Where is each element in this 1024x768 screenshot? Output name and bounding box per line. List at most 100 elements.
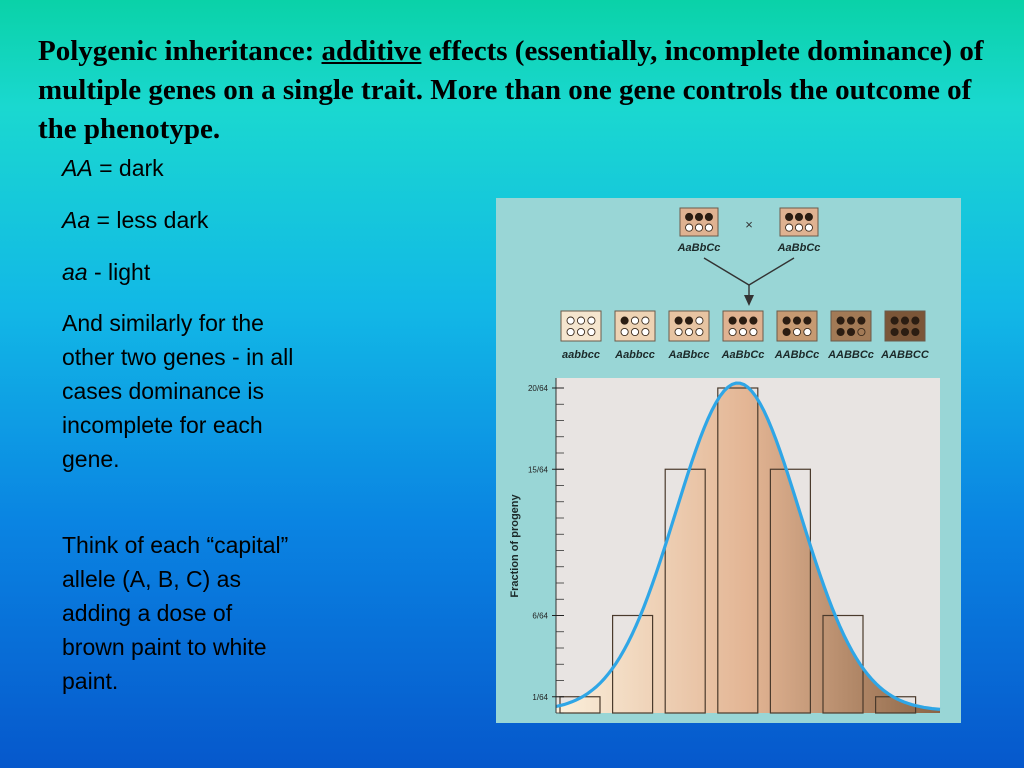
progeny-distribution-chart: 1/64 6/64 15/64 20/64 Fraction of progeny (509, 378, 941, 714)
title-underlined-word: additive (321, 35, 422, 67)
genotype-swatch (560, 310, 602, 342)
allele-dot-capital (803, 316, 812, 325)
genotype-label-AABBCc: AABBCc (827, 349, 874, 361)
key-line-dominant: AA = dark (62, 151, 164, 185)
allele-dot-capital (684, 316, 694, 325)
bar-AABbCc (769, 468, 811, 714)
allele-dot-capital (794, 212, 804, 222)
allele-dot-lowercase (630, 327, 640, 337)
key-separator: = (92, 155, 119, 181)
allele-dot-capital (846, 316, 856, 325)
allele-dot-capital (685, 212, 694, 222)
genotype-label-aabbcc: aabbcc (562, 349, 600, 361)
allele-dot-lowercase (576, 316, 586, 325)
key-meaning: less dark (116, 207, 209, 233)
allele-dot-lowercase (804, 223, 813, 232)
allele-dot-lowercase (630, 316, 640, 325)
key-separator: = (90, 207, 117, 233)
allele-dot-capital (911, 327, 920, 337)
allele-dot-lowercase (587, 316, 596, 325)
allele-dot-capital (620, 316, 629, 325)
allele-dot-lowercase (674, 327, 683, 337)
allele-dot-capital (900, 327, 910, 337)
key-separator: - (87, 259, 109, 285)
genotype-swatch (614, 310, 656, 342)
cross-arrow-head (744, 295, 754, 306)
y-tick-label: 6/64 (532, 612, 548, 621)
genotype-swatch (776, 310, 818, 342)
allele-dot-lowercase (620, 327, 629, 337)
allele-dot-lowercase (566, 316, 575, 325)
allele-dot-capital (846, 327, 856, 337)
y-tick-label: 20/64 (528, 384, 549, 393)
slide-title: Polygenic inheritance: additive effects … (38, 32, 998, 149)
genotype-label-AABBCC: AABBCC (880, 349, 930, 361)
allele-dot-lowercase (641, 316, 650, 325)
genotype-label-Aabbcc: Aabbcc (614, 349, 655, 361)
allele-dot-capital (836, 327, 845, 337)
allele-dot-lowercase (792, 327, 802, 337)
genotype-label-AABbCc: AABbCc (774, 349, 820, 361)
key-meaning: light (108, 259, 151, 285)
bar-AABBCc (822, 614, 864, 714)
key-meaning: dark (118, 155, 164, 181)
allele-dot-capital (674, 316, 683, 325)
allele-dot-lowercase (695, 316, 704, 325)
allele-dot-capital (728, 316, 737, 325)
allele-dot-lowercase (566, 327, 575, 337)
genotype-swatch (830, 310, 872, 342)
allele-dot-lowercase (785, 223, 794, 232)
allele-dot-capital (749, 316, 758, 325)
normal-distribution-curve (555, 381, 941, 711)
allele-dot-capital (900, 316, 910, 325)
key-symbol: Aa (62, 207, 91, 233)
allele-dot-capital (785, 212, 794, 222)
allele-dot-lowercase (641, 327, 650, 337)
key-symbol: aa (62, 259, 88, 285)
bar-Aabbcc (611, 614, 654, 714)
polygenic-figure: AaBbCc AaBbCc × aabbcc Aabbcc AaBbcc AaBbCc AA… (496, 198, 961, 723)
paragraph-incomplete-dominance: And similarly for the other two genes - … (62, 310, 294, 472)
allele-dot-lowercase (738, 327, 748, 337)
genotype-swatch (679, 207, 719, 237)
allele-dot-capital (738, 316, 748, 325)
genotype-swatch (779, 207, 819, 237)
allele-dot-lowercase (803, 327, 812, 337)
allele-dot-capital (694, 212, 704, 222)
genotype-swatch (722, 310, 764, 342)
genotype-label-AaBbCc: AaBbCc (721, 349, 765, 361)
offspring-genotype-row: aabbcc Aabbcc AaBbcc AaBbCc AABbCc AABBCc AABB… (560, 310, 930, 361)
genotype-label-AaBbcc: AaBbcc (668, 349, 710, 361)
paragraph-paint-analogy: Think of each “capital” allele (A, B, C)… (62, 532, 289, 694)
cross-arrows (703, 257, 795, 306)
allele-dot-capital (890, 327, 899, 337)
parent1-label: AaBbCc (677, 242, 721, 254)
allele-dot-lowercase (685, 223, 694, 232)
key-line-recessive: aa - light (62, 255, 150, 289)
allele-dot-lowercase (684, 327, 694, 337)
genotype-swatch (884, 310, 926, 342)
allele-dot-capital (704, 212, 713, 222)
allele-dot-lowercase (695, 327, 704, 337)
allele-dot-lowercase (576, 327, 586, 337)
cross-symbol: × (745, 217, 753, 232)
figure-svg: AaBbCc AaBbCc × aabbcc Aabbcc AaBbcc AaBbCc AA… (509, 207, 941, 714)
allele-dot-capital (792, 316, 802, 325)
allele-dot-capital (782, 316, 791, 325)
allele-dot-capital (836, 316, 845, 325)
allele-dot-lowercase (694, 223, 704, 232)
allele-dot-lowercase (728, 327, 737, 337)
allele-dot-capital (782, 327, 791, 337)
allele-dot-lowercase (704, 223, 713, 232)
y-tick-label: 15/64 (528, 465, 549, 474)
allele-dot-lowercase (794, 223, 804, 232)
key-line-heterozygous: Aa = less dark (62, 203, 208, 237)
title-text-start: Polygenic inheritance: (38, 35, 322, 67)
key-symbol: AA (62, 155, 93, 181)
allele-dot-capital (804, 212, 813, 222)
bar-AaBbcc (664, 468, 706, 714)
parental-cross: AaBbCc AaBbCc × (677, 207, 820, 254)
allele-dot-capital (857, 316, 866, 325)
cross-converging-lines (703, 257, 795, 286)
allele-dot-capital (890, 316, 899, 325)
